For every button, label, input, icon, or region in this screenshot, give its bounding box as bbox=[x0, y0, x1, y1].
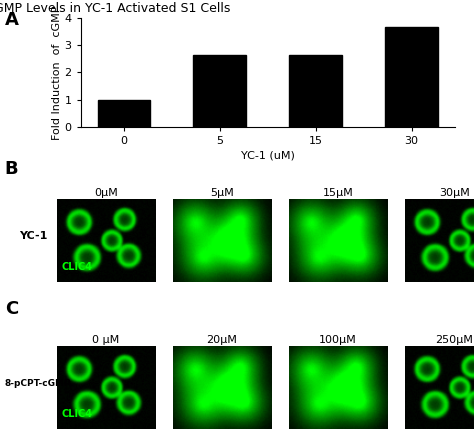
Title: 100μM: 100μM bbox=[319, 335, 357, 345]
Text: A: A bbox=[5, 11, 18, 29]
Title: 0μM: 0μM bbox=[94, 188, 118, 198]
Bar bbox=[385, 27, 438, 127]
Title: 20μM: 20μM bbox=[207, 335, 237, 345]
Title: 5μM: 5μM bbox=[210, 188, 234, 198]
X-axis label: YC-1 (uM): YC-1 (uM) bbox=[241, 150, 295, 160]
Y-axis label: Fold Induction  of  cGMP: Fold Induction of cGMP bbox=[52, 5, 62, 139]
Text: 8-pCPT-cGMP: 8-pCPT-cGMP bbox=[5, 379, 72, 388]
Bar bbox=[98, 99, 150, 127]
Text: B: B bbox=[5, 160, 18, 178]
Text: YC-1: YC-1 bbox=[19, 231, 47, 241]
Title: 30μM: 30μM bbox=[439, 188, 470, 198]
Bar bbox=[290, 55, 342, 127]
Text: CLIC4: CLIC4 bbox=[62, 262, 93, 272]
Text: cGMP Levels in YC-1 Activated S1 Cells: cGMP Levels in YC-1 Activated S1 Cells bbox=[0, 2, 230, 15]
Bar bbox=[193, 55, 246, 127]
Text: CLIC4: CLIC4 bbox=[62, 409, 93, 419]
Title: 0 μM: 0 μM bbox=[92, 335, 119, 345]
Title: 15μM: 15μM bbox=[323, 188, 354, 198]
Text: C: C bbox=[5, 300, 18, 318]
Title: 250μM: 250μM bbox=[435, 335, 473, 345]
